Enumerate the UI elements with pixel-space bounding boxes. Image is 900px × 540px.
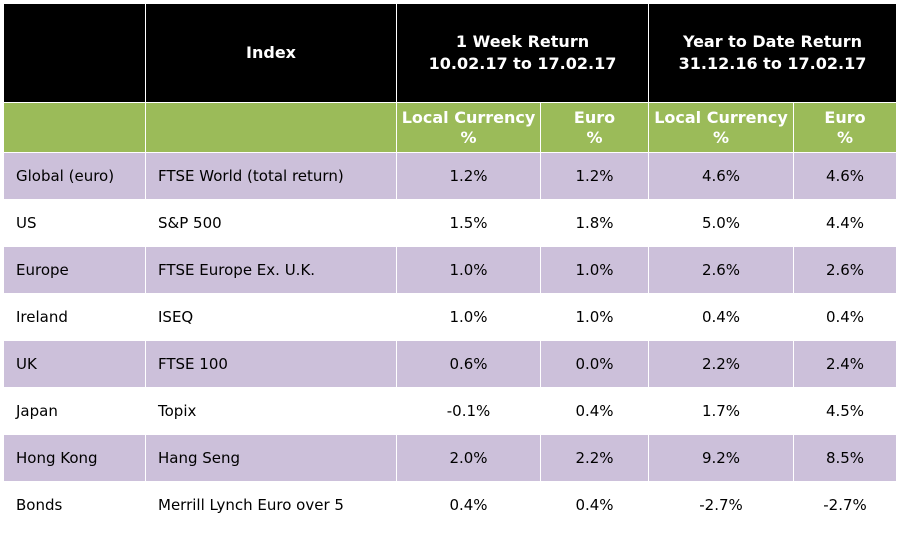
- ytd-local-cell: -2.7%: [648, 481, 794, 529]
- ytd-euro-cell: 4.5%: [793, 387, 897, 435]
- week-euro-cell: 0.0%: [540, 340, 649, 388]
- index-cell: Hang Seng: [145, 434, 397, 482]
- week-local-cell: 0.4%: [396, 481, 541, 529]
- week-local-cell: -0.1%: [396, 387, 541, 435]
- subheader-row: Local Currency % Euro % Local Currency %…: [3, 102, 897, 153]
- week-local-pct: %: [460, 127, 477, 147]
- week-euro-cell: 0.4%: [540, 387, 649, 435]
- ytd-euro-cell: 2.4%: [793, 340, 897, 388]
- ytd-euro-label: Euro: [824, 107, 866, 127]
- ytd-local-cell: 2.2%: [648, 340, 794, 388]
- subheader-blank-2: [145, 102, 397, 153]
- week-euro-cell: 1.2%: [540, 152, 649, 200]
- week-return-title: 1 Week Return: [455, 32, 590, 51]
- ytd-euro-cell: 4.4%: [793, 199, 897, 247]
- subheader-ytd-euro: Euro %: [793, 102, 897, 153]
- week-euro-cell: 1.0%: [540, 293, 649, 341]
- week-euro-label: Euro: [573, 107, 616, 127]
- table-row: Japan Topix -0.1% 0.4% 1.7% 4.5%: [3, 387, 897, 435]
- table-row: UK FTSE 100 0.6% 0.0% 2.2% 2.4%: [3, 340, 897, 388]
- ytd-local-cell: 1.7%: [648, 387, 794, 435]
- ytd-euro-cell: 0.4%: [793, 293, 897, 341]
- ytd-euro-cell: -2.7%: [793, 481, 897, 529]
- subheader-ytd-local: Local Currency %: [648, 102, 794, 153]
- week-euro-cell: 2.2%: [540, 434, 649, 482]
- ytd-local-label: Local Currency: [654, 107, 788, 127]
- ytd-euro-cell: 8.5%: [793, 434, 897, 482]
- index-cell: FTSE Europe Ex. U.K.: [145, 246, 397, 294]
- ytd-local-cell: 2.6%: [648, 246, 794, 294]
- region-cell: Japan: [3, 387, 146, 435]
- table-row: US S&P 500 1.5% 1.8% 5.0% 4.4%: [3, 199, 897, 247]
- ytd-euro-cell: 4.6%: [793, 152, 897, 200]
- ytd-return-title: Year to Date Return: [682, 32, 863, 51]
- header-week-return: 1 Week Return 10.02.17 to 17.02.17: [396, 3, 649, 103]
- subheader-week-local: Local Currency %: [396, 102, 541, 153]
- region-cell: Global (euro): [3, 152, 146, 200]
- week-local-label: Local Currency: [401, 107, 536, 127]
- week-euro-cell: 0.4%: [540, 481, 649, 529]
- ytd-local-cell: 4.6%: [648, 152, 794, 200]
- week-euro-pct: %: [586, 127, 603, 147]
- table-row: Europe FTSE Europe Ex. U.K. 1.0% 1.0% 2.…: [3, 246, 897, 294]
- region-cell: Europe: [3, 246, 146, 294]
- table-row: Ireland ISEQ 1.0% 1.0% 0.4% 0.4%: [3, 293, 897, 341]
- index-cell: Merrill Lynch Euro over 5: [145, 481, 397, 529]
- ytd-euro-cell: 2.6%: [793, 246, 897, 294]
- ytd-return-dates: 31.12.16 to 17.02.17: [678, 54, 867, 73]
- region-cell: US: [3, 199, 146, 247]
- week-euro-cell: 1.8%: [540, 199, 649, 247]
- subheader-week-euro: Euro %: [540, 102, 649, 153]
- index-cell: Topix: [145, 387, 397, 435]
- region-cell: Hong Kong: [3, 434, 146, 482]
- ytd-local-cell: 0.4%: [648, 293, 794, 341]
- week-local-cell: 1.5%: [396, 199, 541, 247]
- week-return-dates: 10.02.17 to 17.02.17: [428, 54, 617, 73]
- region-cell: Bonds: [3, 481, 146, 529]
- table-row: Hong Kong Hang Seng 2.0% 2.2% 9.2% 8.5%: [3, 434, 897, 482]
- index-cell: FTSE 100: [145, 340, 397, 388]
- returns-table: Index 1 Week Return 10.02.17 to 17.02.17…: [3, 3, 897, 529]
- week-local-cell: 0.6%: [396, 340, 541, 388]
- header-row: Index 1 Week Return 10.02.17 to 17.02.17…: [3, 3, 897, 103]
- header-index: Index: [145, 3, 397, 103]
- week-local-cell: 1.2%: [396, 152, 541, 200]
- ytd-local-pct: %: [712, 127, 730, 147]
- region-cell: Ireland: [3, 293, 146, 341]
- ytd-euro-pct: %: [836, 127, 854, 147]
- index-cell: ISEQ: [145, 293, 397, 341]
- ytd-local-cell: 9.2%: [648, 434, 794, 482]
- ytd-local-cell: 5.0%: [648, 199, 794, 247]
- week-local-cell: 1.0%: [396, 293, 541, 341]
- week-local-cell: 2.0%: [396, 434, 541, 482]
- table-row: Bonds Merrill Lynch Euro over 5 0.4% 0.4…: [3, 481, 897, 529]
- week-local-cell: 1.0%: [396, 246, 541, 294]
- index-cell: FTSE World (total return): [145, 152, 397, 200]
- index-cell: S&P 500: [145, 199, 397, 247]
- subheader-blank-1: [3, 102, 146, 153]
- header-region-cell: [3, 3, 146, 103]
- header-ytd-return: Year to Date Return 31.12.16 to 17.02.17: [648, 3, 897, 103]
- index-label: Index: [246, 43, 296, 62]
- table-row: Global (euro) FTSE World (total return) …: [3, 152, 897, 200]
- region-cell: UK: [3, 340, 146, 388]
- week-euro-cell: 1.0%: [540, 246, 649, 294]
